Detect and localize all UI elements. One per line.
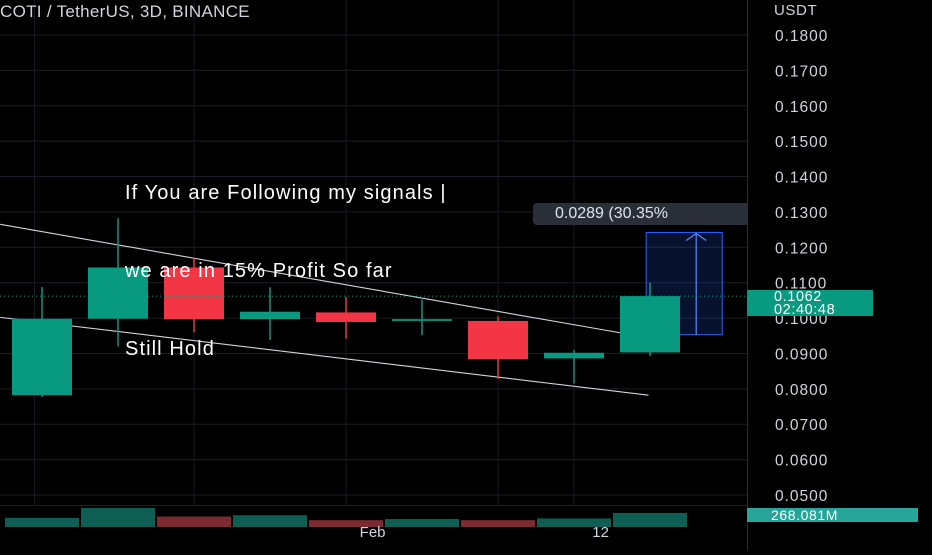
grid [0, 0, 748, 550]
price-axis: 0.1800 0.1700 0.1600 0.1500 0.1400 0.1300 0.12… [775, 28, 828, 505]
currency-label: USDT [774, 2, 818, 19]
volume-bar [309, 520, 383, 527]
volume-badge: 268.081M [747, 508, 918, 522]
candle [544, 349, 604, 384]
price-tick-label: 0.1500 [775, 134, 828, 151]
candle [620, 282, 680, 356]
candle [392, 299, 452, 336]
trendline [0, 223, 628, 335]
volume-bar [157, 516, 231, 527]
price-tick-label: 0.0500 [775, 488, 828, 505]
annotation-line: Still Hold [125, 338, 215, 360]
price-tick-label: 0.0800 [775, 382, 828, 399]
candle-body [240, 311, 300, 320]
candle [12, 286, 72, 397]
chart-title: COTI / TetherUS, 3D, BINANCE [0, 2, 250, 21]
time-axis: Feb 12 [360, 524, 609, 541]
price-tick-label: 0.1700 [775, 63, 828, 80]
price-tick-label: 0.0900 [775, 346, 828, 363]
price-tick-label: 0.1600 [775, 99, 828, 116]
price-tick-label: 0.1800 [775, 28, 828, 45]
candle [468, 316, 528, 379]
time-tick-label: 12 [592, 524, 609, 541]
bar-countdown: 02:40:48 [774, 301, 836, 318]
last-price: 0.1062 [774, 289, 822, 305]
candle [316, 296, 376, 339]
candle-body [544, 352, 604, 359]
volume-bar [537, 518, 611, 527]
volume-bar [233, 515, 307, 527]
candle [240, 287, 300, 341]
candle [164, 257, 224, 333]
candle-body [12, 318, 72, 396]
price-tick-label: 0.1300 [775, 205, 828, 222]
price-tick-label: 0.0600 [775, 453, 828, 470]
candle-body [392, 319, 452, 321]
candle-body [620, 296, 680, 353]
volume-bar [81, 508, 155, 527]
candle-body [468, 320, 528, 360]
candle-body [88, 267, 148, 319]
annotation-line: If You are Following my signals | [125, 182, 447, 204]
price-tick-label: 0.1400 [775, 170, 828, 187]
volume-bars [5, 508, 687, 527]
candle-body [316, 312, 376, 322]
candles [12, 218, 680, 397]
price-range-label: 0.0289 (30.35% [533, 203, 747, 225]
candle-body [164, 267, 224, 320]
volume-bar [5, 517, 79, 527]
trendline [0, 316, 649, 396]
text-annotation[interactable]: If You are Following my signals | we are… [125, 128, 447, 388]
time-tick-label: Feb [360, 524, 386, 541]
annotation-line: we are in 15% Profit So far [125, 260, 393, 282]
volume-bar [461, 520, 535, 527]
price-tick-label: 0.1200 [775, 240, 828, 257]
last-price-badge: 0.1062 02:40:48 [747, 290, 873, 316]
volume-bar [385, 519, 459, 527]
trendlines [0, 223, 649, 396]
volume-bar [613, 512, 687, 527]
price-tick-label: 0.1100 [775, 276, 827, 293]
candle [88, 218, 148, 347]
price-tick-label: 0.0700 [775, 417, 828, 434]
price-range-arrowhead [685, 232, 707, 241]
